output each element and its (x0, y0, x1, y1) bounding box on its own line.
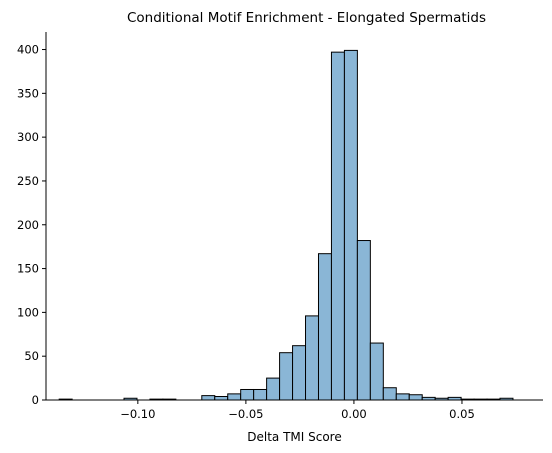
histogram-bar (253, 388, 268, 401)
histogram-bar (305, 315, 319, 401)
histogram-bar (266, 377, 281, 401)
x-tick-label: −0.10 (120, 407, 155, 421)
y-tick-label: 50 (24, 349, 39, 363)
x-tick-label: 0.00 (341, 407, 367, 421)
histogram-bar (292, 345, 307, 401)
histogram-bar (343, 49, 358, 401)
x-axis-ticks: −0.10 −0.05 0.00 0.05 (120, 400, 475, 421)
axes (45, 32, 543, 401)
chart-title: Conditional Motif Enrichment - Elongated… (127, 10, 486, 26)
histogram-bar (227, 393, 242, 401)
y-tick-label: 0 (32, 393, 39, 407)
histogram-bar (395, 393, 410, 401)
histogram-bar (201, 395, 216, 401)
y-axis-ticks: 0 50 100 150 200 250 300 350 400 (17, 43, 46, 407)
x-axis-label: Delta TMI Score (247, 430, 341, 444)
y-tick-label: 400 (17, 43, 39, 57)
y-tick-label: 100 (17, 305, 39, 319)
histogram-bar (408, 394, 423, 401)
histogram-bar (369, 342, 384, 401)
y-tick-label: 200 (17, 218, 39, 232)
histogram-bar (356, 240, 371, 401)
histogram-bar (382, 387, 397, 401)
y-tick-label: 300 (17, 130, 39, 144)
y-tick-label: 150 (17, 262, 39, 276)
histogram-bar (317, 253, 332, 401)
histogram-bar (214, 396, 229, 401)
histogram-bar (330, 51, 345, 401)
histogram-bars (58, 49, 514, 401)
histogram-bar (240, 388, 255, 401)
x-tick-label: 0.05 (449, 407, 475, 421)
y-tick-label: 350 (17, 86, 39, 100)
x-tick-label: −0.05 (228, 407, 263, 421)
histogram-bar (279, 352, 294, 401)
y-tick-label: 250 (17, 174, 39, 188)
